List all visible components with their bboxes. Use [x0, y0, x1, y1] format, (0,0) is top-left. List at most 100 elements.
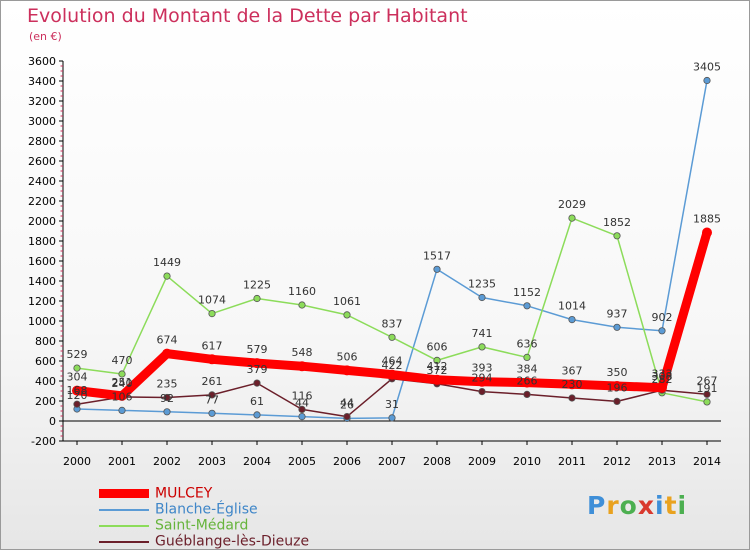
data-label: 529 [67, 348, 88, 361]
data-label: 240 [112, 377, 133, 390]
data-point [478, 387, 486, 396]
y-tick-label: 2600 [28, 155, 56, 168]
y-tick-label: -200 [31, 435, 56, 448]
data-point [72, 385, 82, 396]
data-point [387, 369, 397, 380]
x-tick-label: 2010 [513, 455, 541, 468]
data-point [297, 361, 307, 372]
x-tick-label: 2003 [198, 455, 226, 468]
data-label: 837 [382, 317, 403, 330]
data-label: 333 [652, 368, 673, 381]
data-point [118, 406, 126, 414]
data-label: 304 [67, 371, 88, 384]
data-point [208, 309, 216, 318]
x-tick-label: 2011 [558, 455, 586, 468]
data-label: 1852 [603, 216, 631, 229]
data-label: 1014 [558, 300, 586, 313]
data-point [163, 408, 171, 416]
data-label: 1074 [198, 294, 226, 307]
y-tick-label: 0 [49, 415, 56, 428]
y-tick-label: 3400 [28, 75, 56, 88]
data-label: 1160 [288, 285, 316, 298]
data-point [567, 379, 577, 390]
chart-title: Evolution du Montant de la Dette par Hab… [27, 5, 468, 27]
data-label: 379 [247, 363, 268, 376]
data-label: 266 [517, 374, 538, 387]
data-label: 116 [292, 389, 313, 402]
data-label: 261 [202, 375, 223, 388]
data-label: 196 [607, 381, 628, 394]
data-label: 548 [292, 346, 313, 359]
y-tick-label: 2200 [28, 195, 56, 208]
data-label: 617 [202, 339, 223, 352]
data-label: 902 [652, 311, 673, 324]
y-tick-label: 1200 [28, 295, 56, 308]
legend-item: MULCEY [99, 485, 309, 502]
chart-legend: MULCEY Blanche-Église Saint-Médard Guéblang… [99, 485, 309, 550]
data-label: 412 [427, 360, 448, 373]
legend-swatch [99, 540, 149, 543]
data-point [298, 405, 306, 413]
data-label: 384 [517, 363, 538, 376]
x-tick-label: 2002 [153, 455, 181, 468]
data-label: 367 [562, 364, 583, 377]
x-tick-label: 2001 [108, 455, 136, 468]
x-tick-label: 2014 [693, 455, 721, 468]
y-tick-label: 3200 [28, 95, 56, 108]
data-label: 674 [157, 334, 178, 347]
x-tick-label: 2005 [288, 455, 316, 468]
data-point [433, 265, 441, 273]
y-tick-label: 3000 [28, 115, 56, 128]
x-tick-label: 2000 [63, 455, 91, 468]
data-label: 1235 [468, 278, 496, 291]
data-point [73, 400, 81, 408]
data-point [252, 358, 262, 369]
data-label: 1517 [423, 249, 451, 262]
data-label: 937 [607, 307, 628, 320]
data-point [433, 356, 441, 364]
legend-swatch [99, 489, 149, 498]
x-tick-label: 2012 [603, 455, 631, 468]
data-label: 251 [112, 376, 133, 389]
data-label: 308 [652, 370, 673, 383]
y-tick-label: 2800 [28, 135, 56, 148]
data-label: 235 [157, 378, 178, 391]
data-label: 464 [382, 355, 403, 368]
data-label: 44 [295, 397, 309, 410]
data-point [207, 354, 217, 365]
data-point [162, 348, 172, 359]
data-point [523, 353, 531, 361]
data-label: 230 [562, 378, 583, 391]
data-point [253, 294, 261, 303]
data-point [568, 394, 576, 402]
data-point [253, 411, 261, 419]
data-point [568, 315, 576, 324]
data-point [658, 327, 666, 335]
data-label: 267 [697, 374, 718, 387]
data-point [253, 379, 261, 387]
x-tick-label: 2013 [648, 455, 676, 468]
data-point [703, 76, 711, 85]
data-label: 741 [472, 327, 493, 340]
data-point [163, 393, 171, 402]
legend-swatch [99, 508, 149, 511]
x-tick-label: 2006 [333, 455, 361, 468]
logo-letter: P [587, 491, 607, 520]
data-point [703, 390, 711, 398]
data-label: 606 [427, 340, 448, 353]
data-point [657, 382, 667, 393]
data-point [343, 311, 351, 319]
data-point [568, 214, 576, 222]
data-label: 120 [67, 389, 88, 402]
y-tick-label: 3600 [28, 55, 56, 68]
logo-letter: r [606, 491, 620, 520]
data-point [117, 390, 127, 401]
data-label: 393 [472, 362, 493, 375]
data-label: 44 [340, 397, 354, 410]
y-tick-label: 200 [35, 395, 56, 408]
data-label: 1885 [693, 213, 721, 226]
data-label: 636 [517, 337, 538, 350]
legend-item: Saint-Médard [99, 517, 309, 534]
logo-letter: x [637, 491, 655, 520]
